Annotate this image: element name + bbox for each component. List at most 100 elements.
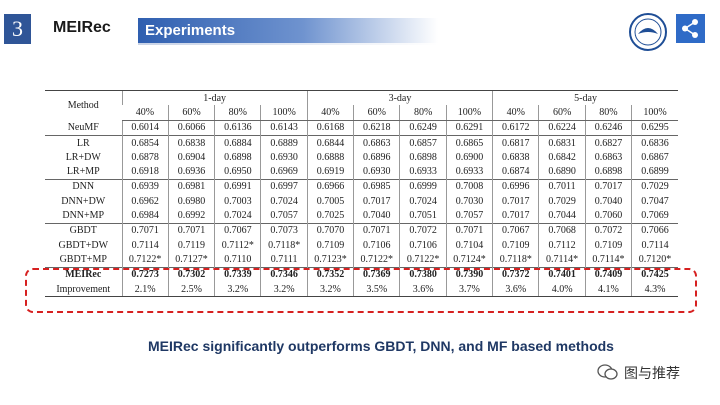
value-cell: 0.7067 — [214, 222, 261, 238]
value-cell: 0.7118* — [492, 252, 539, 268]
value-cell: 0.7106 — [399, 237, 447, 253]
value-cell: 0.6874 — [492, 164, 539, 180]
value-cell: 0.7066 — [631, 222, 678, 238]
wechat-icon — [597, 364, 618, 380]
value-cell: 0.6900 — [445, 150, 493, 165]
value-cell: 0.7071 — [353, 222, 400, 238]
value-cell: 0.6996 — [492, 178, 539, 195]
value-cell: 0.7112* — [214, 237, 261, 253]
table-row: GBDT+DW 0.7114 0.7119 0.7112* 0.7118* 0.7109 0… — [45, 237, 678, 253]
value-cell: 0.6224 — [538, 120, 586, 136]
value-cell: 0.6969 — [260, 164, 308, 180]
value-cell: 0.6984 — [121, 208, 169, 224]
value-cell: 0.7029 — [631, 178, 678, 195]
column-header: 80% — [214, 105, 261, 121]
value-cell: 0.6246 — [584, 120, 632, 136]
value-cell: 3.2% — [260, 281, 308, 298]
value-cell: 0.7008 — [445, 178, 493, 195]
value-cell: 0.7060 — [584, 208, 632, 224]
table-row: GBDT+MP 0.7122* 0.7127* 0.7110 0.7111 0.7123*… — [45, 252, 678, 268]
value-cell: 0.6827 — [584, 134, 632, 151]
method-cell: LR — [45, 134, 122, 151]
value-cell: 0.6838 — [167, 134, 215, 151]
table-row: DNN 0.6939 0.6981 0.6991 0.6997 0.6966 0.6985 0… — [45, 178, 678, 195]
column-header: 40% — [492, 105, 539, 121]
value-cell: 0.7119 — [167, 237, 215, 253]
column-header: 60% — [353, 105, 400, 121]
value-cell: 0.6143 — [260, 120, 308, 136]
value-cell: 0.7114* — [538, 252, 586, 268]
value-cell: 0.7069 — [631, 208, 678, 224]
value-cell: 0.6838 — [492, 150, 539, 165]
value-cell: 0.7372 — [492, 266, 539, 282]
value-cell: 0.7122* — [121, 252, 169, 268]
value-cell: 4.3% — [631, 281, 678, 298]
value-cell: 2.5% — [167, 281, 215, 298]
value-cell: 0.6962 — [121, 194, 169, 209]
section-bar — [138, 18, 438, 43]
method-cell: GBDT+MP — [59, 253, 107, 265]
value-cell: 0.7070 — [306, 222, 354, 238]
value-cell: 0.7057 — [445, 208, 493, 224]
column-header: 100% — [260, 105, 308, 121]
value-cell: 0.6836 — [631, 134, 678, 151]
column-header: 100% — [631, 105, 678, 121]
value-cell: 0.6904 — [167, 150, 215, 165]
value-cell: 0.6066 — [167, 120, 215, 136]
value-cell: 0.6884 — [214, 134, 261, 151]
column-header: 40% — [122, 105, 169, 121]
value-cell: 0.7401 — [538, 266, 586, 282]
value-cell: 3.7% — [445, 281, 493, 298]
value-cell: 0.6950 — [214, 164, 261, 180]
value-cell: 0.7017 — [492, 194, 539, 209]
method-cell: NeuMF — [67, 121, 99, 133]
value-cell: 0.7073 — [260, 222, 308, 238]
logo — [629, 13, 667, 51]
value-cell: 0.6863 — [353, 134, 400, 151]
value-cell: 0.7114 — [631, 237, 678, 253]
value-cell: 0.6918 — [121, 164, 169, 180]
table-row: Improvement 2.1% 2.5% 3.2% 3.2% 3.2% 3.5% 3.6% 3… — [45, 281, 678, 298]
value-cell: 0.6890 — [538, 164, 586, 180]
table-row: GBDT 0.7071 0.7071 0.7067 0.7073 0.7070 0.7071… — [45, 222, 678, 238]
value-cell: 0.7302 — [167, 266, 215, 282]
value-cell: 0.6985 — [353, 178, 400, 195]
method-cell: MEIRec — [45, 266, 122, 282]
value-cell: 0.6844 — [306, 134, 354, 151]
method-cell: DNN+DW — [61, 195, 106, 207]
share-button[interactable] — [676, 14, 705, 43]
value-cell: 0.7040 — [584, 194, 632, 209]
value-cell: 0.7124* — [445, 252, 493, 268]
value-cell: 0.7112 — [538, 237, 586, 253]
value-cell: 0.7114 — [121, 237, 169, 253]
value-cell: 0.7352 — [306, 266, 354, 282]
value-cell: 0.6981 — [167, 178, 215, 195]
value-cell: 0.7123* — [306, 252, 354, 268]
column-header: 100% — [445, 105, 493, 121]
value-cell: 0.6933 — [399, 164, 447, 180]
value-cell: 0.6867 — [631, 150, 678, 165]
value-cell: 0.7380 — [399, 266, 447, 282]
method-cell: LR+MP — [66, 166, 100, 178]
column-header: 60% — [167, 105, 215, 121]
table-row: DNN+MP 0.6984 0.6992 0.7024 0.7057 0.7025 0.70… — [45, 208, 678, 224]
value-cell: 0.6865 — [445, 134, 493, 151]
value-cell: 0.7040 — [353, 208, 400, 224]
value-cell: 0.6980 — [167, 194, 215, 209]
table-row: DNN+DW 0.6962 0.6980 0.7003 0.7024 0.7005 0.70… — [45, 194, 678, 209]
value-cell: 0.7072 — [399, 222, 447, 238]
table-row: NeuMF 0.6014 0.6066 0.6136 0.6143 0.6168 0.621… — [45, 120, 678, 136]
column-header: 80% — [399, 105, 447, 121]
value-cell: 0.6889 — [260, 134, 308, 151]
value-cell: 0.7030 — [445, 194, 493, 209]
value-cell: 0.6878 — [121, 150, 169, 165]
value-cell: 0.6014 — [121, 120, 169, 136]
value-cell: 0.7109 — [492, 237, 539, 253]
value-cell: 0.7003 — [214, 194, 261, 209]
value-cell: 0.7425 — [631, 266, 678, 282]
value-cell: 0.7024 — [399, 194, 447, 209]
value-cell: 0.7047 — [631, 194, 678, 209]
value-cell: 0.7005 — [306, 194, 354, 209]
value-cell: 0.6966 — [306, 178, 354, 195]
